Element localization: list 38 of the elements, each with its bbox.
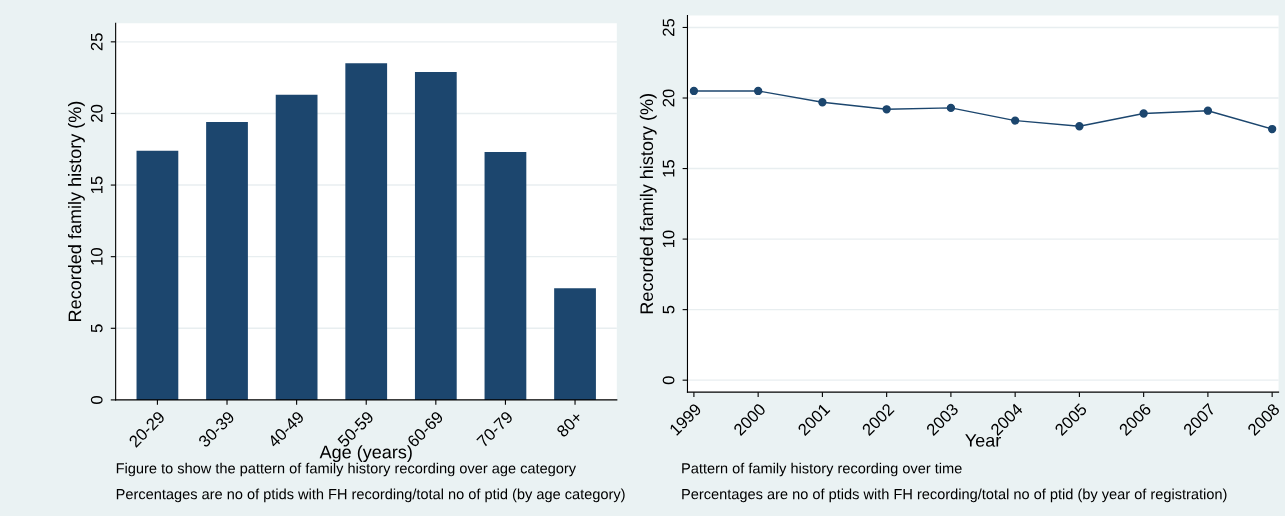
point xyxy=(1075,122,1084,131)
y-tick-label: 0 xyxy=(90,395,103,404)
point xyxy=(818,98,827,107)
x-tick-label: 80+ xyxy=(555,410,584,438)
y-tick-label: 20 xyxy=(662,89,675,107)
text: Pattern of family history recording over time xyxy=(682,462,962,477)
y-axis-title: Recorded family history (%) xyxy=(68,101,85,321)
point xyxy=(882,105,891,114)
point xyxy=(689,86,699,96)
x-axis-title: Age (years) xyxy=(319,445,412,463)
y-tick-label: 20 xyxy=(90,104,103,122)
y-tick-label: 5 xyxy=(662,305,675,314)
y-tick-label: 25 xyxy=(90,33,103,51)
y-tick-label: 15 xyxy=(662,159,675,177)
bar xyxy=(136,150,179,400)
y-tick-label: 10 xyxy=(662,230,675,248)
text: Percentages are no of ptids with FH recording/total no of ptid (by age category) xyxy=(116,488,625,503)
point xyxy=(1139,109,1148,118)
y-tick-label: 5 xyxy=(91,324,103,333)
y-tick-label: 25 xyxy=(662,18,675,36)
y-tick-label: 0 xyxy=(662,376,675,385)
bar xyxy=(484,152,527,400)
text: Figure to show the pattern of family history recording over age category xyxy=(116,462,577,477)
bar xyxy=(554,288,596,400)
y-tick-label: 10 xyxy=(90,248,103,265)
point xyxy=(946,103,956,113)
point xyxy=(1267,124,1277,134)
text: Percentages are no of ptids with FH recording/total no of ptid (by year of registration) xyxy=(682,488,1227,503)
y-axis-title: Recorded family history (%) xyxy=(639,94,657,314)
point xyxy=(753,86,763,96)
y-tick-label: 15 xyxy=(91,176,103,194)
point xyxy=(1203,106,1213,115)
bar xyxy=(206,122,248,400)
bar xyxy=(414,71,457,400)
point xyxy=(1010,116,1020,125)
bar xyxy=(345,63,388,400)
x-axis-title: Year xyxy=(965,434,1001,447)
bar xyxy=(275,94,318,400)
